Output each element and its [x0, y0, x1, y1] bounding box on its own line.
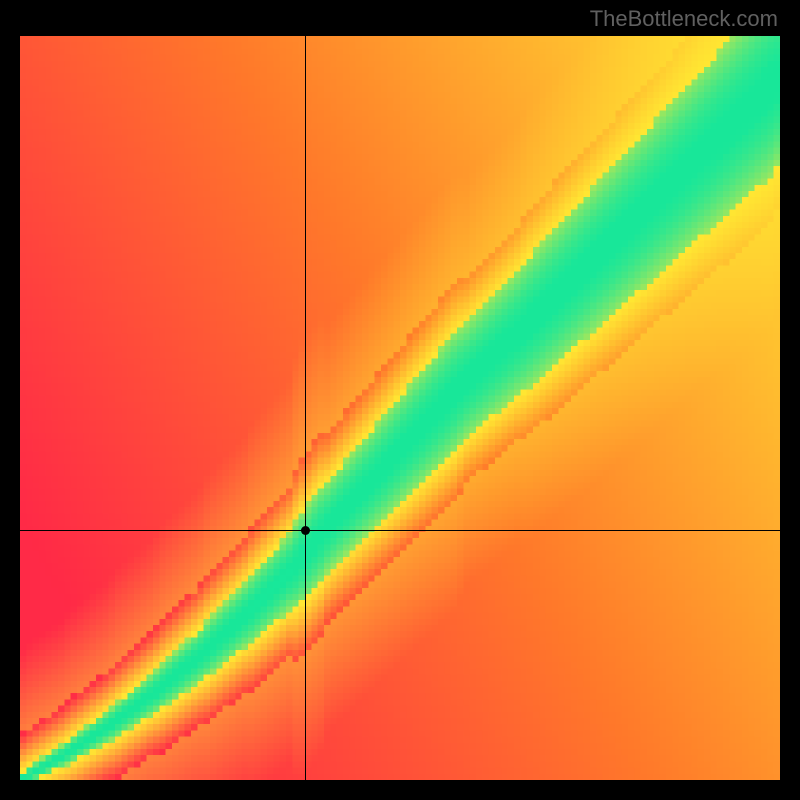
- heatmap-canvas-wrap: [20, 36, 780, 780]
- heatmap-canvas: [20, 36, 780, 780]
- chart-frame: TheBottleneck.com: [0, 0, 800, 800]
- crosshair-dot: [301, 526, 310, 535]
- crosshair-vertical: [305, 36, 306, 780]
- watermark-text: TheBottleneck.com: [590, 6, 778, 32]
- crosshair-horizontal: [20, 530, 780, 531]
